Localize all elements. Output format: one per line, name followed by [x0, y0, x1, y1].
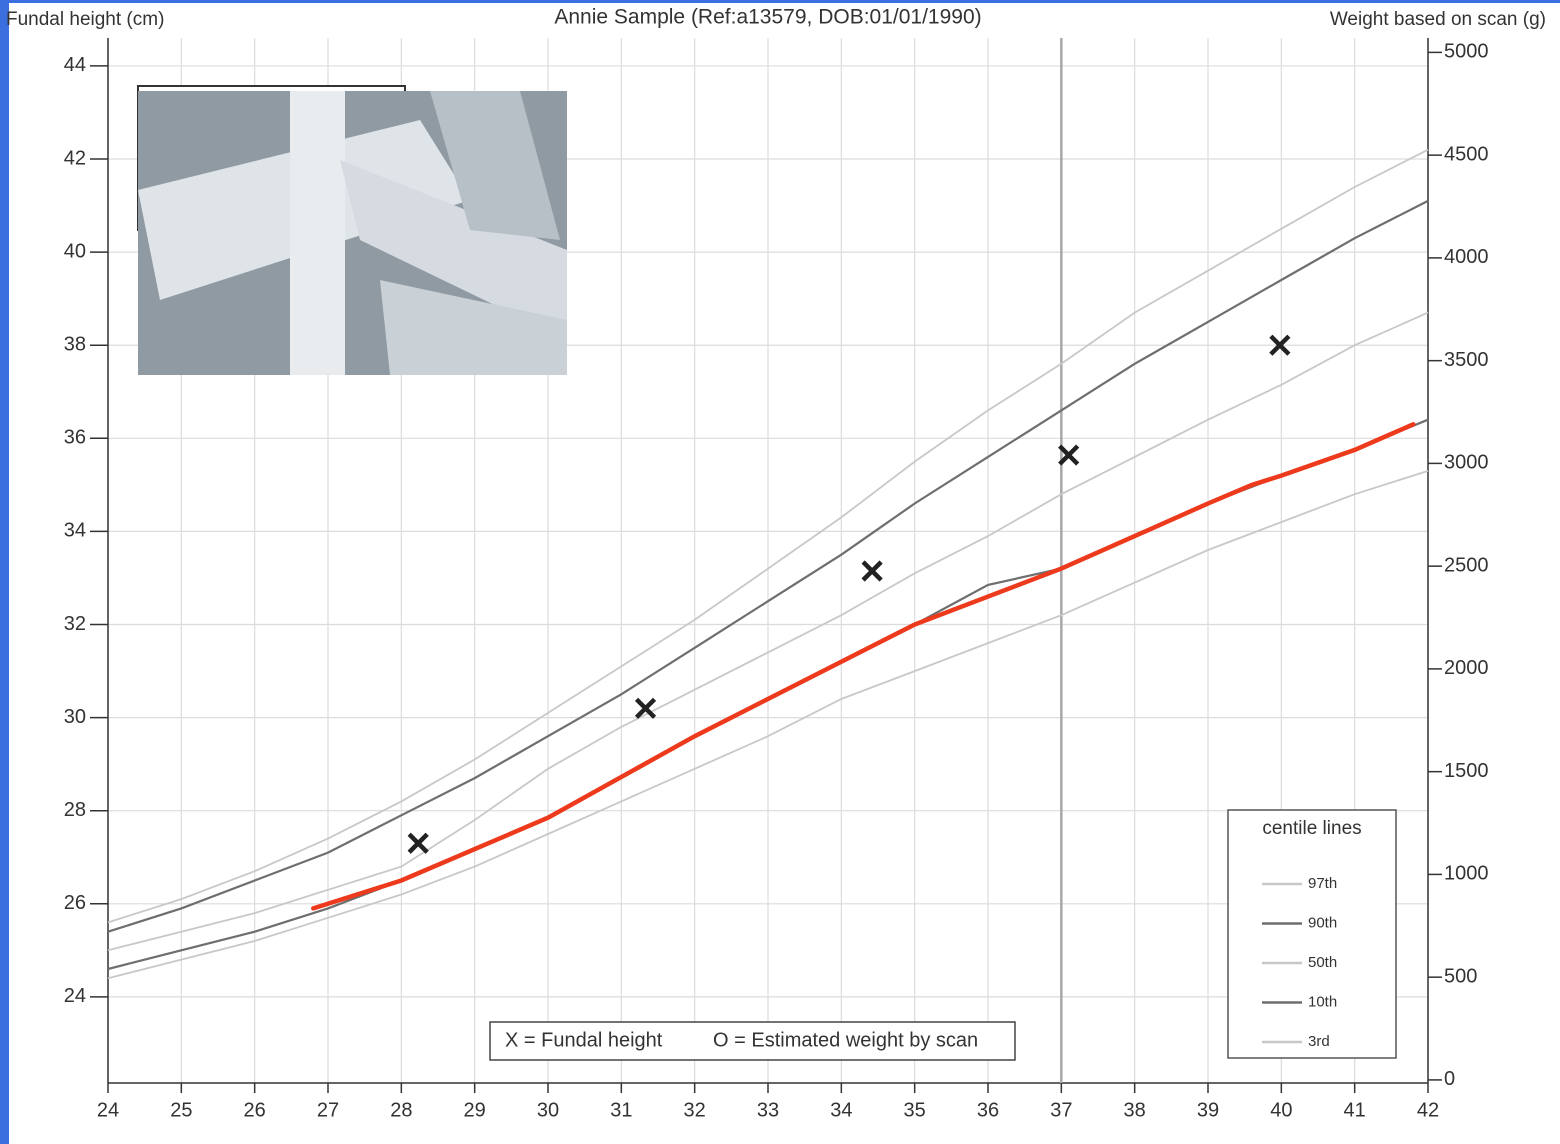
chart: 24 25 26 27 28 29 30 31 32 33 34 35 36 37 38 39 40 41 42 24… [0, 0, 1560, 1144]
legend: centile lines 97th 90th 50th 10th 3rd [1228, 810, 1396, 1058]
legend-label: 10th [1308, 993, 1337, 1010]
x-tick-label: 37 [1050, 1099, 1072, 1121]
chart-title: Annie Sample (Ref:a13579, DOB:01/01/1990… [554, 6, 981, 29]
x-tick-label: 39 [1197, 1099, 1219, 1121]
key-box: X = Fundal height O = Estimated weight b… [490, 1022, 1015, 1060]
key-text: X = Fundal height [505, 1029, 663, 1051]
y-tick-label: 30 [64, 706, 86, 728]
x-tick-label: 32 [684, 1099, 706, 1121]
y-tick-label: 32 [64, 613, 86, 635]
inset-photo [138, 86, 567, 375]
x-tick-label: 24 [97, 1099, 119, 1121]
y2-axis-title: Weight based on scan (g) [1330, 9, 1546, 30]
x-tick-label: 41 [1344, 1099, 1366, 1121]
left-frame [0, 0, 9, 1144]
x-tick-label: 31 [610, 1099, 632, 1121]
y-axis-title: Fundal height (cm) [6, 9, 164, 30]
y2-tick-label: 2000 [1444, 657, 1489, 679]
legend-label: 50th [1308, 954, 1337, 971]
x-tick-label: 25 [170, 1099, 192, 1121]
y2-tick-label: 1500 [1444, 760, 1489, 782]
y2-tick-label: 500 [1444, 965, 1477, 987]
y2-tick-label: 3000 [1444, 452, 1489, 474]
y2-tick-label: 0 [1444, 1068, 1455, 1090]
y2-tick-label: 4000 [1444, 246, 1489, 268]
x-tick-label: 42 [1417, 1099, 1439, 1121]
y2-tick-label: 5000 [1444, 41, 1489, 63]
y2-tick-label: 1000 [1444, 863, 1489, 885]
x-tick-label: 28 [390, 1099, 412, 1121]
y2-tick-label: 3500 [1444, 349, 1489, 371]
y-tick-label: 40 [64, 240, 86, 262]
top-frame [0, 0, 1560, 3]
x-tick-label: 27 [317, 1099, 339, 1121]
x-tick-label: 38 [1124, 1099, 1146, 1121]
y-tick-label: 36 [64, 427, 86, 449]
key-text: O = Estimated weight by scan [713, 1029, 978, 1051]
y-tick-label: 42 [64, 147, 86, 169]
y2-tick-label: 2500 [1444, 554, 1489, 576]
y-tick-label: 26 [64, 892, 86, 914]
page: 24 25 26 27 28 29 30 31 32 33 34 35 36 37 38 39 40 41 42 24… [0, 0, 1560, 1144]
y-tick-label: 38 [64, 333, 86, 355]
y-tick-label: 28 [64, 799, 86, 821]
x-tick-label: 26 [244, 1099, 266, 1121]
x-tick-label: 34 [830, 1099, 852, 1121]
x-tick-label: 36 [977, 1099, 999, 1121]
legend-label: 97th [1308, 875, 1337, 892]
x-tick-label: 40 [1270, 1099, 1292, 1121]
x-tick-label: 29 [464, 1099, 486, 1121]
x-tick-label: 30 [537, 1099, 559, 1121]
y2-tick-label: 4500 [1444, 143, 1489, 165]
y-tick-label: 44 [64, 54, 86, 76]
x-tick-label: 35 [904, 1099, 926, 1121]
legend-title: centile lines [1262, 818, 1361, 839]
x-tick-label: 33 [757, 1099, 779, 1121]
y-tick-label: 24 [64, 985, 86, 1007]
legend-label: 90th [1308, 914, 1337, 931]
legend-label: 3rd [1308, 1033, 1330, 1050]
y-tick-label: 34 [64, 520, 86, 542]
